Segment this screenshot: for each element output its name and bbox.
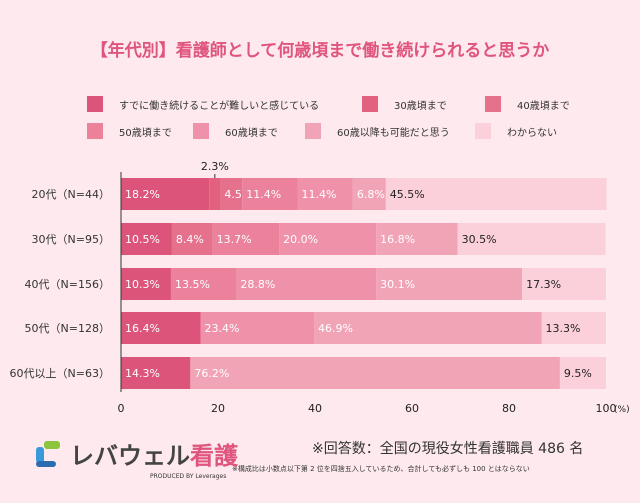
legend-swatch — [485, 96, 501, 112]
legend-item: 30歳頃まで — [362, 96, 447, 112]
bar-segment — [541, 312, 606, 344]
legend-swatch — [87, 96, 103, 112]
bar-segment — [376, 268, 523, 300]
bar-segment — [236, 268, 377, 300]
logo-icon — [36, 440, 60, 467]
bar-segment — [220, 178, 243, 210]
legend-label: 40歳頃まで — [517, 100, 570, 112]
legend-item: 50歳頃まで — [87, 123, 172, 139]
legend-item: 60歳頃まで — [193, 123, 278, 139]
data-label: 46.9% — [318, 322, 353, 335]
legend-swatch — [305, 123, 321, 139]
bar-segment — [385, 178, 607, 210]
data-label: 45.5% — [390, 188, 425, 201]
bar-segment — [559, 357, 606, 389]
legend-swatch — [193, 123, 209, 139]
data-label: 20.0% — [283, 233, 318, 246]
category-label: 50代（N=128） — [25, 322, 110, 335]
bar-segment — [212, 223, 280, 255]
bar-segment — [170, 268, 237, 300]
bar-segment — [522, 268, 606, 300]
x-tick-label: 20 — [211, 402, 225, 415]
legend-label: 60歳頃まで — [225, 127, 278, 139]
x-tick-label: 40 — [308, 402, 322, 415]
logo-main: レバウェル — [70, 442, 190, 470]
data-label: 13.7% — [217, 233, 252, 246]
bar-segment — [279, 223, 377, 255]
legend-label: すでに働き続けることが難しいと感じている — [119, 100, 320, 112]
x-tick-label: 100 — [596, 402, 617, 415]
legend-item: すでに働き続けることが難しいと感じている — [87, 96, 319, 112]
bar-segment — [171, 223, 213, 255]
bar-segment — [121, 357, 191, 389]
legend-label: 30歳頃まで — [394, 100, 447, 112]
bar-segment — [121, 312, 201, 344]
chart-title: 【年代別】看護師として何歳頃まで働き続けられると思うか — [90, 41, 550, 61]
bar-segment — [314, 312, 542, 344]
data-label: 28.8% — [240, 278, 275, 291]
data-label: 6.8% — [357, 188, 385, 201]
data-label: 2.3% — [201, 160, 229, 173]
bar-segment — [200, 312, 315, 344]
bar-segment — [457, 223, 606, 255]
category-label: 30代（N=95） — [32, 233, 110, 246]
bar-segment — [376, 223, 458, 255]
rounding-note: ※構成比は小数点以下第 2 位を四捨五入しているため、合計しても必ずしも 100… — [232, 465, 530, 473]
respondents-note: ※回答数：全国の現役女性看護職員 486 名 — [312, 441, 584, 457]
data-label: 13.3% — [545, 322, 580, 335]
legend-item: 40歳頃まで — [485, 96, 570, 112]
data-label: 16.8% — [380, 233, 415, 246]
data-label: 11.4% — [246, 188, 281, 201]
category-label: 60代以上（N=63） — [10, 367, 110, 380]
data-label: 17.3% — [526, 278, 561, 291]
category-label: 40代（N=156） — [25, 278, 110, 291]
legend-item: わからない — [475, 123, 557, 139]
legend-label: わからない — [507, 127, 557, 139]
data-label: 13.5% — [175, 278, 210, 291]
data-label: 8.4% — [176, 233, 204, 246]
data-label: 30.5% — [462, 233, 497, 246]
legend-label: 60歳以降も可能だと思う — [337, 127, 450, 139]
category-label: 20代（N=44） — [32, 188, 110, 201]
legend-label: 50歳頃まで — [119, 127, 172, 139]
x-tick-label: 0 — [118, 402, 125, 415]
logo: レバウェル看護 — [34, 436, 238, 471]
data-label: 23.4% — [205, 322, 240, 335]
bar-segment — [242, 178, 298, 210]
legend-swatch — [362, 96, 378, 112]
bar-segment — [121, 223, 172, 255]
bar-segment — [190, 357, 560, 389]
data-label: 30.1% — [380, 278, 415, 291]
data-label: 11.4% — [302, 188, 337, 201]
data-label: 16.4% — [125, 322, 160, 335]
bar-segment — [297, 178, 353, 210]
bar-segment — [121, 178, 210, 210]
legend-swatch — [87, 123, 103, 139]
data-label: 14.3% — [125, 367, 160, 380]
x-tick-label: 60 — [405, 402, 419, 415]
legend-item: 60歳以降も可能だと思う — [305, 123, 450, 139]
data-label: 18.2% — [125, 188, 160, 201]
data-label: 10.5% — [125, 233, 160, 246]
logo-accent: 看護 — [190, 442, 238, 470]
bar-segment — [209, 178, 221, 210]
data-label: 76.2% — [194, 367, 229, 380]
data-label: 10.3% — [125, 278, 160, 291]
x-tick-label: 80 — [502, 402, 516, 415]
data-label: 9.5% — [564, 367, 592, 380]
logo-sub: PRODUCED BY Leverages — [150, 473, 227, 480]
bar-segment — [121, 268, 171, 300]
bar-segment — [352, 178, 386, 210]
x-unit-label: (%) — [614, 405, 630, 415]
legend-swatch — [475, 123, 491, 139]
